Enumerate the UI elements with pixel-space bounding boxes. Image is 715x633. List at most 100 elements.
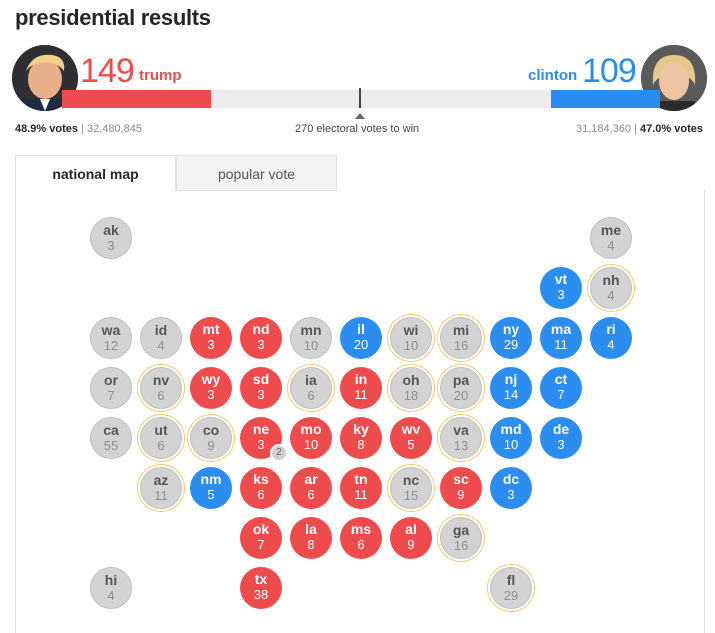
state-electoral-votes: 10 — [303, 437, 319, 452]
state-tile-ut[interactable]: ut 6 — [140, 417, 182, 459]
state-tile-mt[interactable]: mt 3 — [190, 317, 232, 359]
state-electoral-votes: 4 — [607, 337, 615, 352]
page-title: presidential results — [15, 5, 211, 30]
state-electoral-votes: 6 — [307, 487, 315, 502]
state-abbrev: ct — [554, 371, 568, 387]
state-tile-nv[interactable]: nv 6 — [140, 367, 182, 409]
state-electoral-votes: 15 — [403, 488, 419, 503]
state-electoral-votes: 18 — [403, 388, 419, 403]
state-abbrev: va — [453, 422, 469, 438]
state-tile-mi[interactable]: mi 16 — [440, 317, 482, 359]
state-electoral-votes: 3 — [257, 437, 265, 452]
state-electoral-votes: 7 — [107, 388, 115, 403]
state-tile-ar[interactable]: ar 6 — [290, 467, 332, 509]
state-electoral-votes: 5 — [407, 437, 415, 452]
state-tile-ga[interactable]: ga 16 — [440, 517, 482, 559]
state-electoral-votes: 11 — [354, 387, 368, 402]
state-tile-nd[interactable]: nd 3 — [240, 317, 282, 359]
state-electoral-votes: 9 — [457, 487, 465, 502]
clinton-popular-votes: 31,184,360 — [575, 123, 632, 135]
trump-avatar — [12, 45, 78, 111]
state-tile-mo[interactable]: mo 10 — [290, 417, 332, 459]
state-tile-ma[interactable]: ma 11 — [540, 317, 582, 359]
state-electoral-votes: 6 — [257, 487, 265, 502]
state-tile-ri[interactable]: ri 4 — [590, 317, 632, 359]
state-tile-mn[interactable]: mn 10 — [290, 317, 332, 359]
state-tile-sd[interactable]: sd 3 — [240, 367, 282, 409]
state-tile-az[interactable]: az 11 — [140, 467, 182, 509]
state-tile-wv[interactable]: wv 5 — [390, 417, 432, 459]
clinton-progress-fill — [551, 90, 660, 108]
state-electoral-votes: 7 — [557, 387, 565, 402]
state-tile-nj[interactable]: nj 14 — [490, 367, 532, 409]
state-tile-ia[interactable]: ia 6 — [290, 367, 332, 409]
state-tile-wy[interactable]: wy 3 — [190, 367, 232, 409]
state-electoral-votes: 4 — [107, 588, 115, 603]
state-abbrev: ca — [103, 422, 119, 438]
state-tile-la[interactable]: la 8 — [290, 517, 332, 559]
state-electoral-votes: 16 — [453, 338, 469, 353]
state-electoral-votes: 8 — [357, 437, 365, 452]
state-abbrev: ks — [253, 471, 269, 487]
state-electoral-votes: 29 — [503, 337, 519, 352]
state-tile-ak[interactable]: ak 3 — [90, 217, 132, 259]
state-abbrev: sc — [453, 471, 469, 487]
state-electoral-votes: 3 — [507, 487, 515, 502]
state-tile-oh[interactable]: oh 18 — [390, 367, 432, 409]
state-abbrev: sd — [252, 371, 270, 387]
state-abbrev: tn — [354, 471, 368, 487]
state-abbrev: mt — [202, 321, 220, 337]
state-tile-in[interactable]: in 11 — [340, 367, 382, 409]
state-tile-ks[interactable]: ks 6 — [240, 467, 282, 509]
state-tile-sc[interactable]: sc 9 — [440, 467, 482, 509]
state-abbrev: md — [500, 421, 522, 437]
ne-split-district-badge[interactable]: 2 — [270, 444, 288, 462]
state-tile-tx[interactable]: tx 38 — [240, 567, 282, 609]
state-electoral-votes: 55 — [103, 438, 119, 453]
trump-popular-pct: 48.9% votes — [15, 123, 78, 135]
win-threshold-marker — [359, 88, 361, 108]
state-abbrev: ma — [550, 321, 572, 337]
state-tile-co[interactable]: co 9 — [190, 417, 232, 459]
state-abbrev: ia — [305, 372, 317, 388]
votes-to-win-label: 270 electoral votes to win — [295, 123, 420, 135]
state-electoral-votes: 9 — [207, 438, 215, 453]
state-abbrev: ky — [353, 421, 369, 437]
state-abbrev: nd — [252, 321, 270, 337]
state-tile-vt[interactable]: vt 3 — [540, 267, 582, 309]
state-abbrev: me — [600, 222, 622, 238]
state-tile-pa[interactable]: pa 20 — [440, 367, 482, 409]
state-electoral-votes: 12 — [103, 338, 119, 353]
state-tile-ca[interactable]: ca 55 — [90, 417, 132, 459]
state-tile-id[interactable]: id 4 — [140, 317, 182, 359]
state-abbrev: nh — [602, 272, 620, 288]
state-tile-de[interactable]: de 3 — [540, 417, 582, 459]
state-tile-me[interactable]: me 4 — [590, 217, 632, 259]
state-tile-ct[interactable]: ct 7 — [540, 367, 582, 409]
state-tile-ky[interactable]: ky 8 — [340, 417, 382, 459]
state-tile-nm[interactable]: nm 5 — [190, 467, 232, 509]
state-tile-va[interactable]: va 13 — [440, 417, 482, 459]
state-tile-or[interactable]: or 7 — [90, 367, 132, 409]
state-tile-nc[interactable]: nc 15 — [390, 467, 432, 509]
state-tile-nh[interactable]: nh 4 — [590, 267, 632, 309]
state-abbrev: la — [305, 521, 317, 537]
state-tile-tn[interactable]: tn 11 — [340, 467, 382, 509]
state-abbrev: in — [354, 371, 368, 387]
state-abbrev: ut — [154, 422, 168, 438]
state-tile-wa[interactable]: wa 12 — [90, 317, 132, 359]
tab-national-map[interactable]: national map — [15, 155, 176, 191]
state-tile-hi[interactable]: hi 4 — [90, 567, 132, 609]
state-tile-al[interactable]: al 9 — [390, 517, 432, 559]
state-tile-ms[interactable]: ms 6 — [340, 517, 382, 559]
state-electoral-votes: 16 — [453, 538, 469, 553]
state-electoral-votes: 11 — [354, 487, 368, 502]
state-tile-wi[interactable]: wi 10 — [390, 317, 432, 359]
state-tile-dc[interactable]: dc 3 — [490, 467, 532, 509]
state-tile-fl[interactable]: fl 29 — [490, 567, 532, 609]
state-tile-il[interactable]: il 20 — [340, 317, 382, 359]
state-tile-ok[interactable]: ok 7 — [240, 517, 282, 559]
state-tile-ny[interactable]: ny 29 — [490, 317, 532, 359]
tab-popular-vote[interactable]: popular vote — [176, 155, 337, 191]
state-tile-md[interactable]: md 10 — [490, 417, 532, 459]
